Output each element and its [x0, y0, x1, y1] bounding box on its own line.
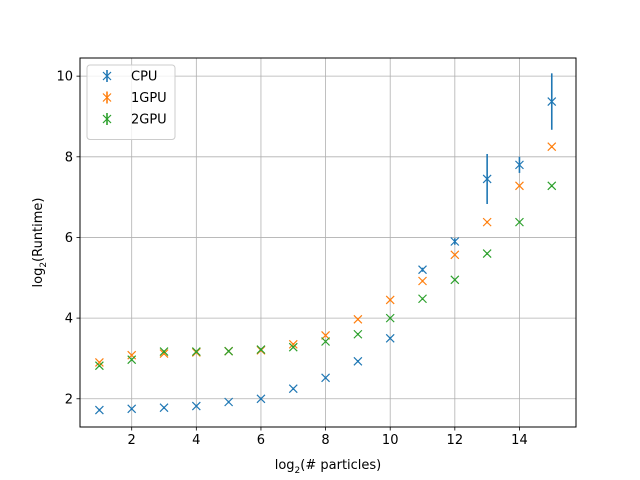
legend-marker: [102, 93, 112, 102]
legend-label: 2GPU: [131, 113, 167, 128]
data-point: [159, 347, 169, 357]
data-point: [515, 217, 524, 227]
y-tick-label: 6: [65, 231, 73, 246]
data-point: [321, 337, 331, 346]
data-point: [450, 250, 460, 260]
data-point: [515, 181, 524, 191]
series-2gpu: [94, 181, 557, 371]
data-point: [127, 350, 137, 360]
legend-marker: [102, 71, 112, 81]
data-point: [288, 342, 298, 352]
y-tick-label: 4: [65, 312, 73, 327]
data-point: [191, 401, 201, 411]
x-tick-label: 8: [321, 433, 329, 448]
data-point: [288, 339, 298, 349]
legend-item-1gpu: 1GPU: [102, 91, 167, 106]
legend: CPU 1GPU 2GPU: [86, 64, 176, 140]
legend-item-cpu: CPU: [102, 70, 157, 85]
data-point: [288, 384, 298, 394]
axis-ticks: 2 4 6 8 10 12 14 2 4 6 8 10: [56, 70, 527, 448]
y-tick-label: 10: [56, 70, 73, 85]
y-tick-label: 2: [65, 392, 73, 407]
data-point: [353, 329, 363, 339]
data-point: [191, 347, 201, 357]
data-point: [94, 405, 104, 415]
y-tick-label: 8: [65, 150, 73, 165]
data-point: [94, 361, 104, 371]
plot-frame: [79, 57, 577, 428]
legend-item-2gpu: 2GPU: [102, 113, 167, 128]
data-point: [450, 237, 460, 246]
y-axis-label: log2(Runtime): [31, 197, 49, 287]
data-point: [321, 373, 331, 383]
data-point: [418, 294, 427, 304]
data-point: [385, 313, 395, 323]
data-point: [224, 397, 234, 407]
legend-label: CPU: [131, 70, 157, 85]
data-point: [159, 403, 169, 413]
data-point: [353, 314, 363, 324]
legend-label: 1GPU: [131, 91, 167, 106]
data-point: [547, 97, 557, 106]
data-point: [482, 217, 492, 227]
x-tick-label: 6: [257, 433, 265, 448]
data-point: [482, 249, 492, 259]
data-point: [547, 181, 557, 191]
data-point: [450, 275, 460, 285]
data-point: [547, 142, 557, 152]
x-tick-label: 14: [511, 433, 528, 448]
x-tick-label: 10: [382, 433, 399, 448]
x-tick-label: 2: [128, 433, 136, 448]
data-point: [224, 346, 234, 356]
data-point: [256, 345, 266, 354]
data-point: [418, 265, 427, 275]
data-point: [482, 174, 492, 184]
data-point: [353, 356, 363, 366]
legend-marker: [102, 114, 112, 124]
data-point: [385, 295, 395, 305]
series-cpu: [94, 73, 557, 415]
data-point: [515, 160, 524, 170]
x-tick-label: 12: [447, 433, 464, 448]
data-point: [94, 358, 104, 367]
data-point: [159, 349, 169, 359]
data-point: [418, 276, 427, 286]
data-marks: [94, 73, 557, 415]
data-point: [127, 404, 137, 414]
x-tick-label: 4: [192, 433, 200, 448]
data-point: [385, 333, 395, 343]
data-point: [127, 355, 137, 365]
data-point: [256, 394, 266, 404]
x-axis-label: log2(# particles): [275, 458, 382, 476]
